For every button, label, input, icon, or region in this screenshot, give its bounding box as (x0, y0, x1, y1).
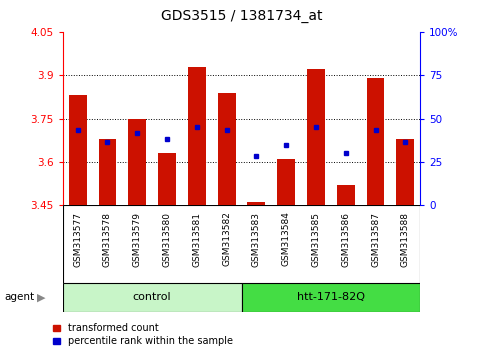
Text: GSM313586: GSM313586 (341, 212, 350, 267)
Text: GSM313580: GSM313580 (163, 212, 171, 267)
Text: GDS3515 / 1381734_at: GDS3515 / 1381734_at (161, 9, 322, 23)
Text: control: control (133, 292, 171, 302)
Bar (188, 67, 206, 205)
Text: GSM313587: GSM313587 (371, 212, 380, 267)
Text: ▶: ▶ (37, 292, 45, 302)
FancyBboxPatch shape (242, 283, 420, 312)
Text: GSM313581: GSM313581 (192, 212, 201, 267)
Text: htt-171-82Q: htt-171-82Q (297, 292, 365, 302)
Bar (99, 139, 116, 205)
Bar (337, 185, 355, 205)
Bar (307, 69, 325, 205)
FancyBboxPatch shape (63, 283, 242, 312)
Bar (247, 202, 265, 205)
Text: GSM313582: GSM313582 (222, 212, 231, 267)
Bar (397, 139, 414, 205)
Text: agent: agent (5, 292, 35, 302)
Text: GSM313585: GSM313585 (312, 212, 320, 267)
Text: GSM313584: GSM313584 (282, 212, 291, 267)
Legend: transformed count, percentile rank within the sample: transformed count, percentile rank withi… (53, 324, 233, 346)
Text: GSM313578: GSM313578 (103, 212, 112, 267)
Bar (218, 93, 236, 205)
Text: GSM313583: GSM313583 (252, 212, 261, 267)
Bar (277, 159, 295, 205)
Bar (69, 96, 86, 205)
Bar (158, 153, 176, 205)
Text: GSM313577: GSM313577 (73, 212, 82, 267)
Bar (367, 78, 384, 205)
Bar (128, 119, 146, 205)
Text: GSM313579: GSM313579 (133, 212, 142, 267)
Text: GSM313588: GSM313588 (401, 212, 410, 267)
